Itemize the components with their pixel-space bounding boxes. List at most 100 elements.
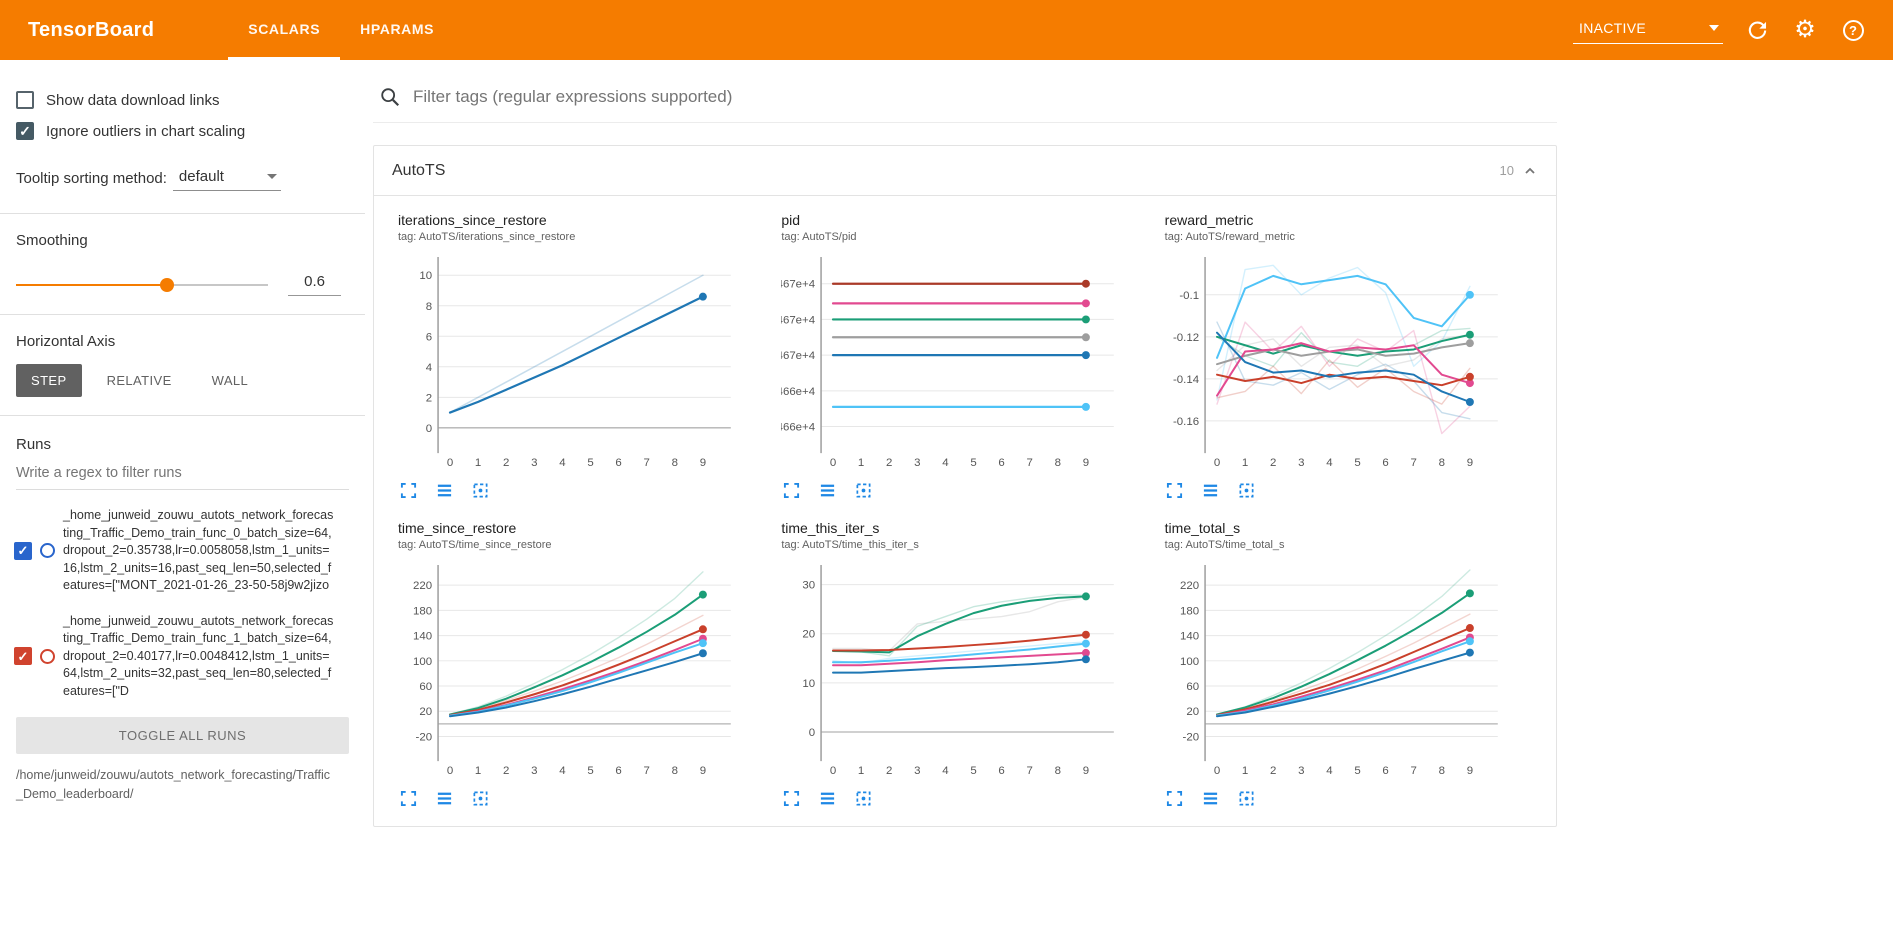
- flush-y-axis-button[interactable]: [434, 788, 454, 808]
- line-chart[interactable]: 0 10 20 30 0 1 2 3 4 5 6 7 8 9: [781, 557, 1118, 786]
- run-checkbox[interactable]: ✓: [14, 647, 32, 666]
- svg-text:-0.1: -0.1: [1179, 290, 1199, 302]
- flush-y-axis-button[interactable]: [1201, 788, 1221, 808]
- logdir-path: /home/junweid/zouwu/autots_network_forec…: [16, 768, 331, 802]
- expand-chart-button[interactable]: [398, 788, 418, 808]
- svg-text:8: 8: [1438, 765, 1444, 777]
- chart-toolbar: [781, 480, 1148, 500]
- svg-text:2: 2: [886, 457, 892, 469]
- expand-chart-button[interactable]: [1165, 480, 1185, 500]
- fit-domain-icon: [1239, 791, 1254, 805]
- line-chart[interactable]: 0 2 4 6 8 10 0 1 2 3 4 5 6 7 8 9: [398, 249, 735, 478]
- svg-text:5: 5: [587, 457, 593, 469]
- run-checkbox[interactable]: ✓: [14, 541, 32, 560]
- lines-icon: [1204, 792, 1218, 804]
- toggle-all-runs-button[interactable]: TOGGLE ALL RUNS: [16, 717, 349, 754]
- svg-text:2: 2: [426, 392, 432, 404]
- svg-text:-20: -20: [416, 731, 433, 743]
- svg-text:5: 5: [971, 457, 977, 469]
- smoothing-slider[interactable]: [16, 277, 269, 292]
- line-chart[interactable]: -20 20 60 100 140 180 220 0 1 2 3 4 5 6 7 8 9: [398, 557, 735, 786]
- svg-text:6: 6: [999, 457, 1005, 469]
- svg-text:8: 8: [672, 457, 678, 469]
- svg-text:6: 6: [1382, 457, 1388, 469]
- chevron-down-icon: [1709, 25, 1719, 31]
- chart-toolbar: [1165, 788, 1532, 808]
- flush-y-axis-button[interactable]: [1201, 480, 1221, 500]
- line-chart[interactable]: -20 20 60 100 140 180 220 0 1 2 3 4 5 6 7 8 9: [1165, 557, 1502, 786]
- settings-button[interactable]: ⚙: [1791, 16, 1819, 44]
- runs-filter-input[interactable]: [16, 457, 349, 490]
- expand-chart-button[interactable]: [781, 480, 801, 500]
- fullscreen-icon: [783, 790, 799, 806]
- run-label: _home_junweid_zouwu_autots_network_forec…: [63, 613, 334, 698]
- svg-text:0: 0: [830, 765, 836, 777]
- smoothing-slider-row: 0.6: [16, 273, 349, 296]
- fit-domain-button[interactable]: [470, 788, 490, 808]
- status-select[interactable]: INACTIVE: [1573, 16, 1723, 44]
- svg-text:0: 0: [809, 727, 815, 739]
- fullscreen-icon: [400, 482, 416, 498]
- check-icon: ✓: [19, 123, 31, 139]
- fit-domain-button[interactable]: [853, 480, 873, 500]
- flush-y-axis-button[interactable]: [434, 480, 454, 500]
- chart-toolbar: [398, 480, 765, 500]
- fit-domain-button[interactable]: [853, 788, 873, 808]
- svg-text:0: 0: [447, 457, 453, 469]
- tab-scalars[interactable]: SCALARS: [228, 0, 341, 60]
- chart-tag: tag: AutoTS/pid: [781, 231, 857, 243]
- smoothing-value[interactable]: 0.6: [288, 273, 341, 296]
- svg-text:6: 6: [1382, 765, 1388, 777]
- chart-title: time_since_restore: [398, 520, 517, 536]
- run-radio[interactable]: [40, 543, 55, 559]
- svg-text:4: 4: [1326, 457, 1333, 469]
- axis-relative-button[interactable]: RELATIVE: [106, 373, 172, 388]
- chart-title: time_total_s: [1164, 520, 1241, 536]
- show-download-links-checkbox[interactable]: ✓: [16, 91, 34, 109]
- fit-domain-button[interactable]: [470, 480, 490, 500]
- axis-step-button[interactable]: STEP: [16, 364, 82, 397]
- help-icon: ?: [1842, 19, 1864, 41]
- chart-title: reward_metric: [1164, 212, 1254, 228]
- svg-text:2: 2: [503, 457, 509, 469]
- expand-chart-button[interactable]: [781, 788, 801, 808]
- flush-y-axis-button[interactable]: [817, 480, 837, 500]
- ignore-outliers-row: ✓ Ignore outliers in chart scaling: [16, 122, 349, 140]
- svg-text:2: 2: [503, 765, 509, 777]
- fit-domain-button[interactable]: [1237, 480, 1257, 500]
- svg-text:180: 180: [413, 605, 432, 617]
- ignore-outliers-checkbox[interactable]: ✓: [16, 122, 34, 140]
- chart-title: pid: [781, 212, 801, 228]
- line-chart[interactable]: -0.1 -0.12 -0.14 -0.16 0 1 2 3 4 5 6 7 8 9: [1165, 249, 1502, 478]
- svg-text:-0.12: -0.12: [1173, 332, 1199, 344]
- tag-filter-bar: [373, 82, 1557, 123]
- help-button[interactable]: ?: [1839, 16, 1867, 44]
- section-header[interactable]: AutoTS 10: [374, 146, 1556, 196]
- fit-domain-button[interactable]: [1237, 788, 1257, 808]
- fit-domain-icon: [473, 791, 487, 805]
- tab-bar: SCALARS HPARAMS: [228, 0, 454, 60]
- chart-tag: tag: AutoTS/time_this_iter_s: [781, 539, 919, 551]
- chart-toolbar: [1165, 480, 1532, 500]
- svg-text:-0.16: -0.16: [1173, 416, 1199, 428]
- refresh-button[interactable]: [1743, 16, 1771, 44]
- chevron-up-icon[interactable]: [1522, 163, 1538, 179]
- tooltip-sorting-label: Tooltip sorting method:: [16, 170, 167, 187]
- tooltip-sorting-value: default: [178, 168, 224, 185]
- tooltip-sorting-select[interactable]: default: [172, 166, 281, 191]
- run-radio[interactable]: [40, 648, 55, 664]
- tag-filter-input[interactable]: [413, 87, 1553, 107]
- flush-y-axis-button[interactable]: [817, 788, 837, 808]
- slider-thumb[interactable]: [160, 277, 175, 292]
- expand-chart-button[interactable]: [398, 480, 418, 500]
- tab-hparams[interactable]: HPARAMS: [360, 20, 435, 37]
- axis-wall-button[interactable]: WALL: [211, 373, 249, 388]
- run-list-item: ✓ _home_junweid_zouwu_autots_network_for…: [0, 498, 365, 604]
- expand-chart-button[interactable]: [1165, 788, 1185, 808]
